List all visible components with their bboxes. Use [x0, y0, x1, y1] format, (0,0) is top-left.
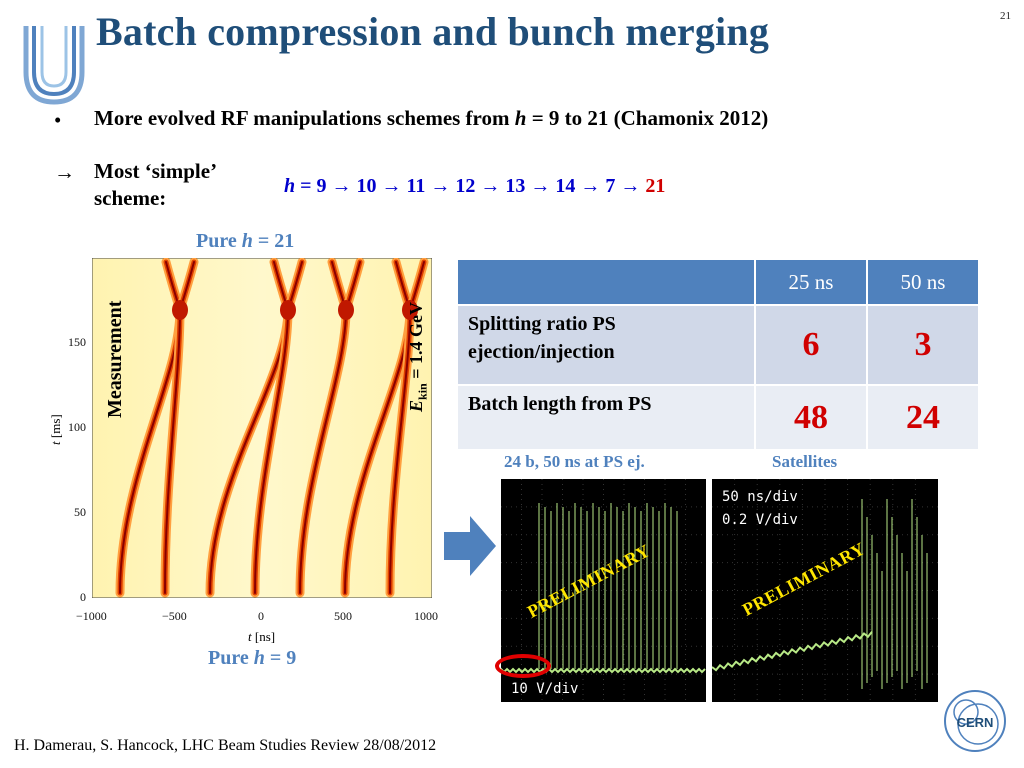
institute-logo — [23, 26, 85, 105]
merge-point — [338, 300, 354, 320]
scope-scale-label: 10 V/div — [511, 681, 579, 697]
slide-title: Batch compression and bunch merging — [96, 9, 770, 54]
ekin-symbol: E — [406, 399, 426, 412]
footer-citation: H. Damerau, S. Hancock, LHC Beam Studies… — [14, 737, 437, 754]
slide-number: 21 — [1000, 10, 1011, 22]
row-label-line: Splitting ratio PS — [468, 313, 616, 335]
harmonic-sequence: h = 9 → 10 → 11 → 12 → 13 → 14 → 7 → 21 — [284, 175, 665, 198]
right-arrow-icon — [444, 516, 496, 576]
pure9-pre: Pure — [208, 647, 254, 669]
scheme-label-line1: Most ‘simple’ — [94, 159, 218, 183]
mountain-range-plot — [92, 258, 432, 598]
merge-point — [280, 300, 296, 320]
y-axis-var: t — [48, 441, 63, 445]
bullet-marker: • — [54, 108, 62, 132]
x-axis-var: t — [248, 629, 252, 644]
pure-h21-label: Pure h = 21 — [196, 230, 294, 253]
sequence-final: 21 — [645, 175, 666, 197]
pure9-post: = 9 — [264, 647, 297, 669]
y-tick-label: 100 — [68, 420, 86, 434]
y-axis-unit: [ms] — [48, 414, 63, 442]
y-tick-label: 150 — [68, 335, 86, 349]
pure9-h: h — [253, 647, 265, 669]
x-tick-label: 1000 — [414, 609, 438, 623]
row-label: Splitting ratio PS ejection/injection — [456, 304, 756, 386]
value-50ns: 3 — [866, 304, 980, 386]
table-row: Splitting ratio PS ejection/injection 6 3 — [456, 304, 980, 386]
bullet-text-post: = 9 to 21 (Chamonix 2012) — [526, 106, 769, 130]
pure21-h: h — [241, 230, 253, 252]
y-tick-label: 0 — [80, 590, 86, 604]
table-header-cell — [456, 258, 756, 306]
x-axis-unit: [ns] — [251, 629, 276, 644]
row-label: Batch length from PS — [456, 384, 756, 451]
bullet-text-pre: More evolved RF manipulations schemes fr… — [94, 106, 515, 130]
measurement-label: Measurement — [104, 300, 126, 418]
sequence-steps: = 9 → 10 → 11 → 12 → 13 → 14 → 7 → — [295, 175, 646, 197]
oscilloscope-right: 50 ns/div 0.2 V/div PRELIMINARY — [712, 479, 938, 702]
pure-h9-label: Pure h = 9 — [208, 647, 296, 670]
scope-right-trace — [712, 479, 938, 702]
results-table: 25 ns 50 ns Splitting ratio PS ejection/i… — [456, 258, 980, 451]
x-tick-label: 500 — [334, 609, 352, 623]
merge-point — [402, 300, 418, 320]
table-header-cell: 25 ns — [754, 258, 868, 306]
x-tick-label: −1000 — [76, 609, 107, 623]
row-label-line: ejection/injection — [468, 341, 615, 363]
y-tick-label: 50 — [74, 505, 86, 519]
left-scope-caption: 24 b, 50 ns at PS ej. — [504, 452, 645, 471]
ekin-subscript: kin — [415, 383, 430, 400]
pure21-pre: Pure — [196, 230, 242, 252]
arrow-bullet-marker: → — [54, 160, 75, 184]
table-row: Batch length from PS 48 24 — [456, 384, 980, 451]
bunch-trace — [389, 309, 411, 594]
bullet-text: More evolved RF manipulations schemes fr… — [94, 106, 768, 131]
kinetic-energy-label: Ekin = 1.4 GeV — [406, 302, 431, 412]
scheme-label-line2: scheme: — [94, 186, 167, 210]
value-25ns: 6 — [754, 304, 868, 386]
x-tick-label: −500 — [162, 609, 187, 623]
value-25ns: 48 — [754, 384, 868, 451]
bunch-trace — [164, 309, 181, 594]
bullet-text-h: h — [514, 106, 527, 130]
value-50ns: 24 — [866, 384, 980, 451]
ekin-value: = 1.4 GeV — [406, 302, 426, 384]
cern-logo: CERN — [944, 690, 1006, 752]
table-header-cell: 50 ns — [866, 258, 980, 306]
y-axis-label: t [ms] — [48, 414, 64, 445]
sequence-h: h — [284, 175, 296, 197]
x-axis-label: t [ns] — [248, 629, 275, 645]
bunch-trace — [254, 309, 289, 594]
merge-point — [172, 300, 188, 320]
highlight-ellipse — [495, 654, 551, 678]
row-label-line: Batch length from PS — [468, 393, 652, 415]
bunch-trace — [299, 309, 347, 594]
pure21-post: = 21 — [252, 230, 295, 252]
scope-timebase-label: 50 ns/div — [722, 489, 798, 505]
x-tick-label: 0 — [258, 609, 264, 623]
right-scope-caption: Satellites — [772, 452, 838, 471]
scheme-label: Most ‘simple’ scheme: — [94, 158, 264, 212]
table-header-row: 25 ns 50 ns — [456, 258, 980, 306]
scope-voltage-label: 0.2 V/div — [722, 512, 798, 528]
scope-trace — [712, 631, 873, 672]
cern-logo-text: CERN — [957, 715, 994, 730]
